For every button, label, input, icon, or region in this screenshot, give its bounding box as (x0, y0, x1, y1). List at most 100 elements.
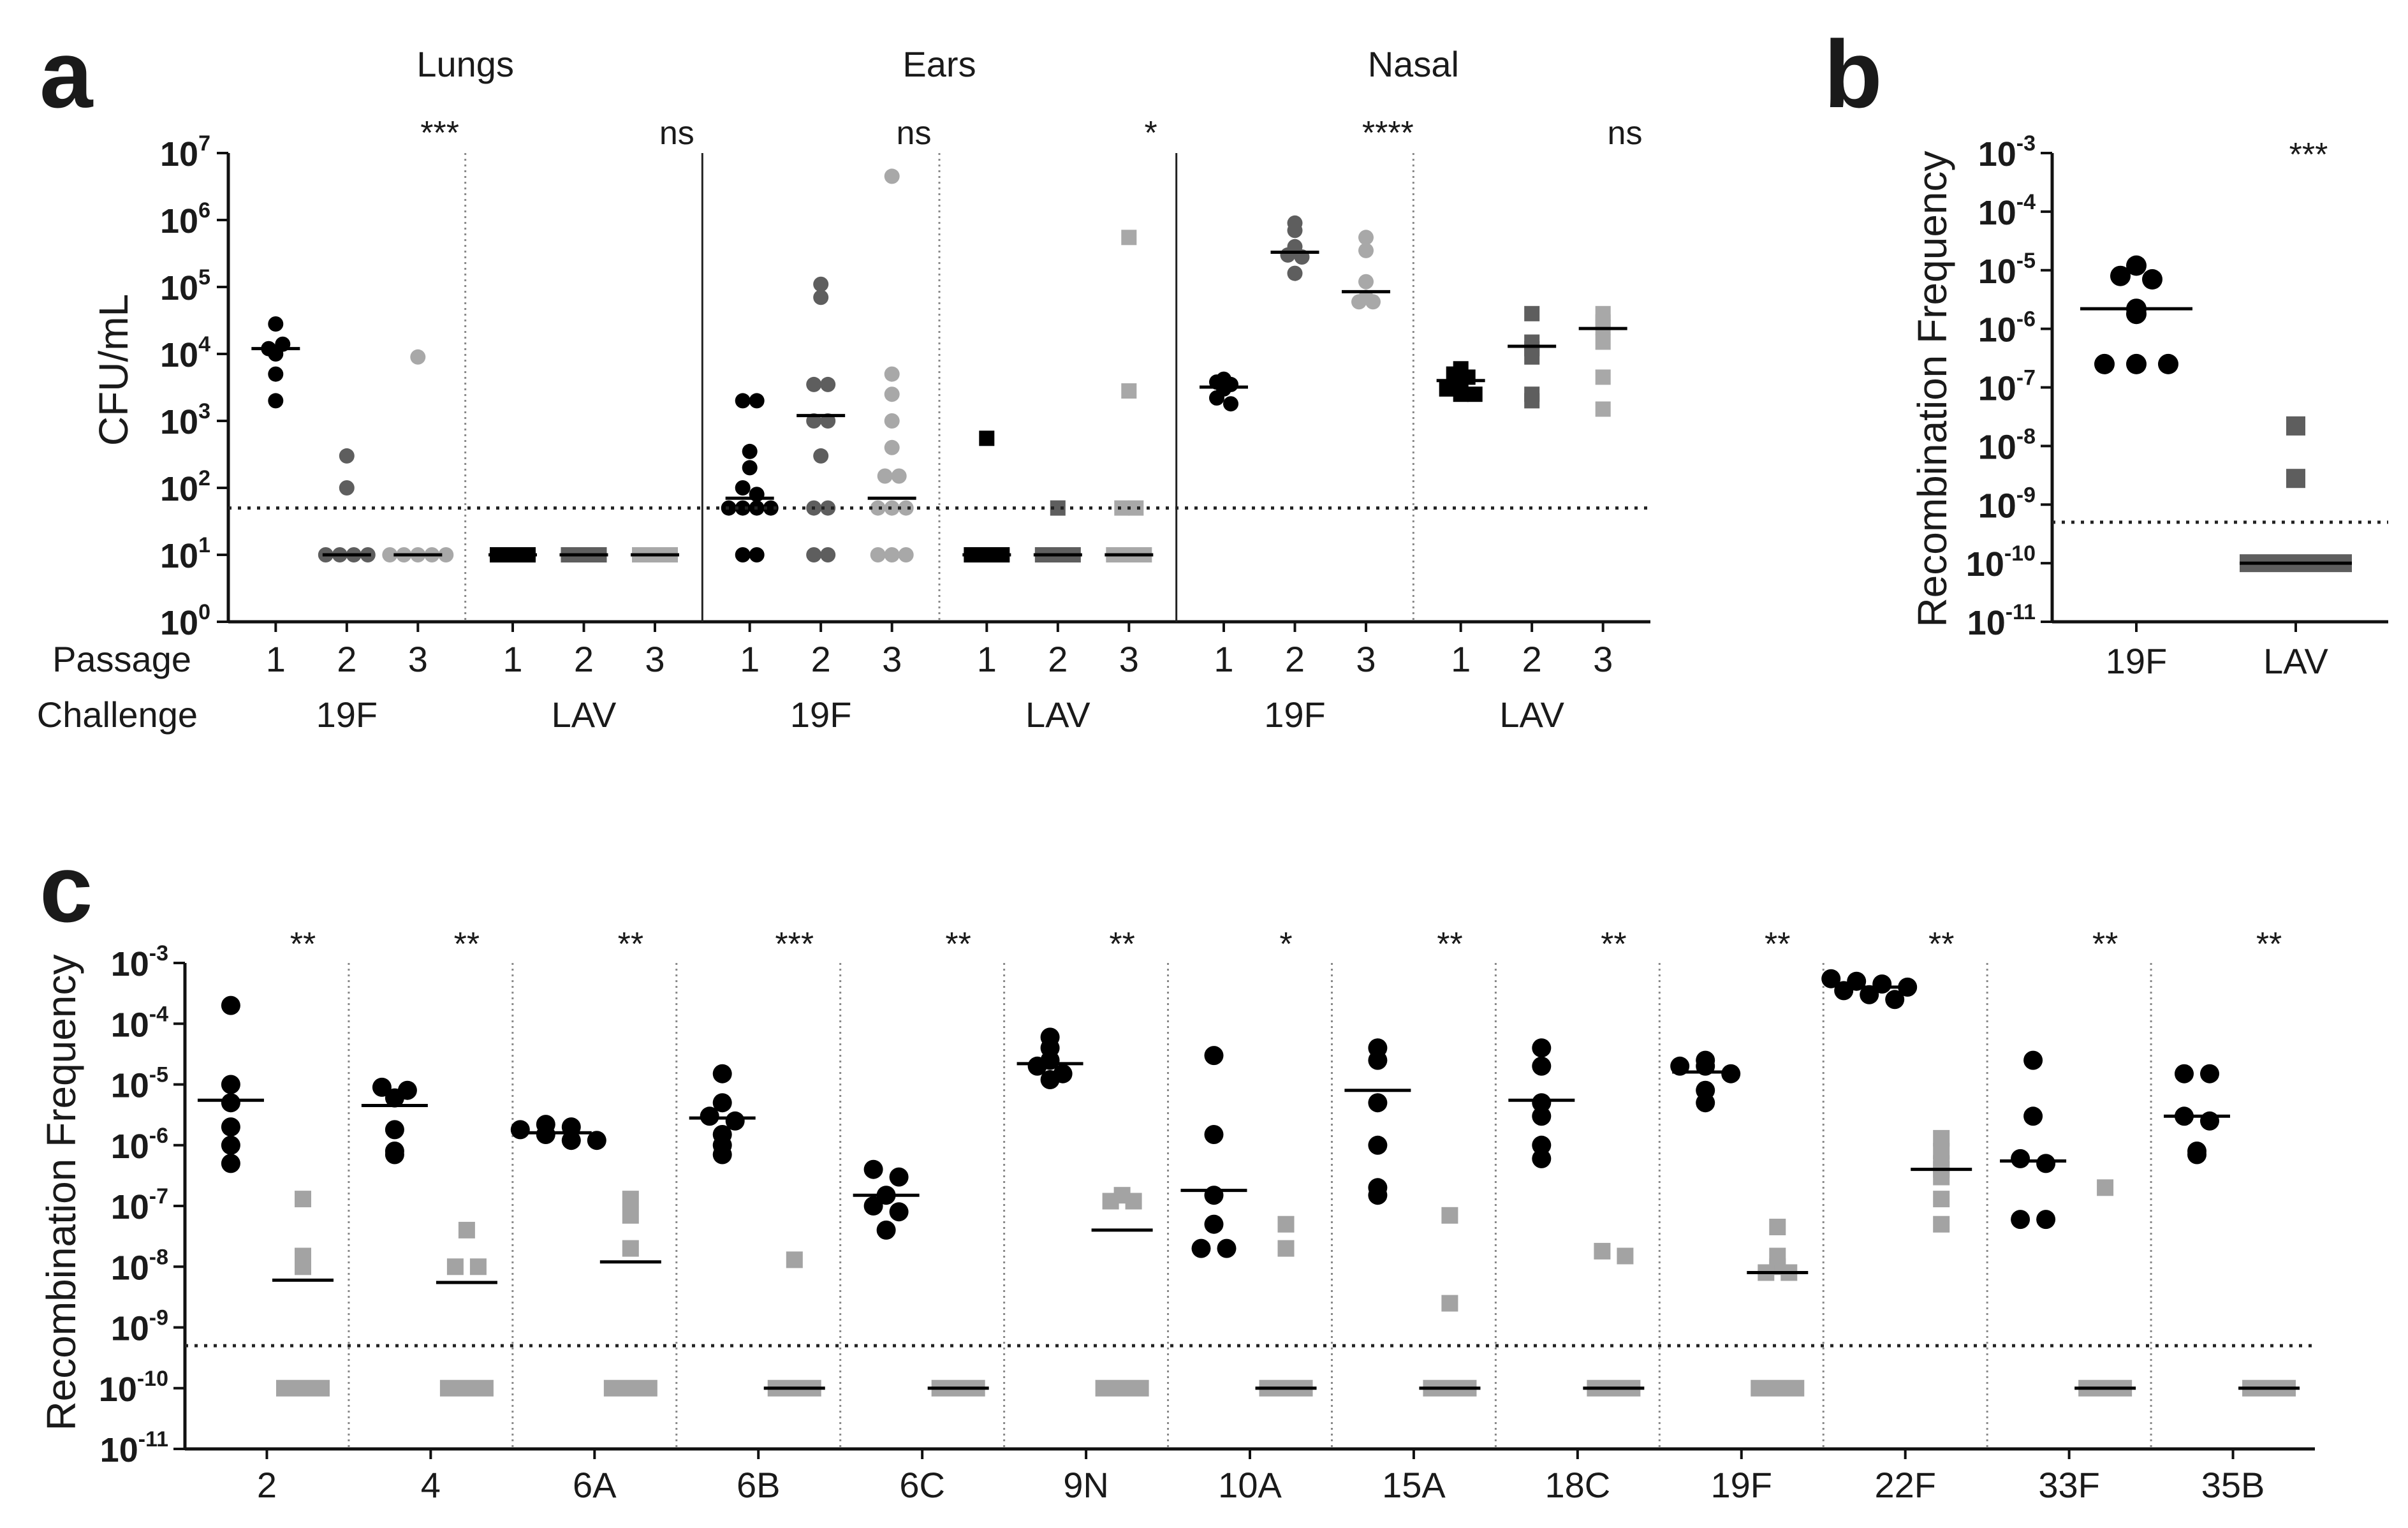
data-point (1532, 1056, 1552, 1076)
data-point (1368, 1135, 1388, 1155)
data-point (1769, 1219, 1786, 1235)
panel-a-letter: a (40, 20, 94, 128)
serotype-label: 19F (1711, 1465, 1773, 1505)
data-point (1441, 1207, 1458, 1224)
panel-a-y-tick-label: 104 (160, 332, 210, 374)
data-point (1365, 294, 1381, 310)
data-point (2011, 1210, 2030, 1230)
data-point (1898, 977, 1918, 997)
data-point (469, 1258, 487, 1275)
panel-a-y-tick-label: 101 (160, 533, 210, 575)
significance-label: ** (290, 926, 316, 963)
panel-c-y-tick-label: 10-9 (111, 1306, 168, 1348)
data-point (870, 500, 886, 516)
data-point (1277, 1216, 1295, 1233)
data-point (1532, 1038, 1552, 1058)
data-point (2097, 1179, 2114, 1196)
data-point (2011, 1149, 2030, 1168)
significance-label: ** (454, 926, 480, 963)
data-point (1532, 1149, 1552, 1168)
passage-tick-label: 2 (337, 639, 356, 679)
passage-tick-label: 3 (1593, 639, 1613, 679)
passage-tick-label: 3 (408, 639, 428, 679)
panel-b-y-tick-label: 10-9 (1978, 483, 2036, 525)
data-point (1223, 396, 1238, 412)
data-point (622, 1191, 639, 1208)
data-point (884, 500, 900, 516)
data-point (1721, 1064, 1741, 1084)
data-point (763, 500, 779, 516)
panel-a-y-tick-label: 102 (160, 466, 210, 508)
passage-tick-label: 3 (645, 639, 664, 679)
panel-c-letter: c (40, 835, 92, 942)
data-point (339, 448, 355, 464)
data-point (884, 366, 900, 382)
data-point (295, 1191, 311, 1208)
data-point (889, 1202, 909, 1222)
significance-label: *** (775, 926, 814, 963)
challenge-label: LAV (1499, 694, 1564, 735)
panel-b-y-tick-label: 10-4 (1978, 190, 2036, 232)
data-point (221, 1154, 240, 1173)
significance-label: ** (2092, 926, 2118, 963)
data-point (820, 547, 836, 562)
data-point (735, 480, 751, 496)
data-point-cluster (603, 1379, 657, 1397)
data-point (863, 1159, 883, 1179)
serotype-label: 15A (1382, 1465, 1446, 1505)
data-point (1358, 274, 1374, 290)
data-point (221, 1135, 240, 1155)
data-point (561, 1131, 581, 1150)
data-point (813, 448, 829, 464)
data-point (2126, 353, 2147, 374)
data-point-cluster (439, 1379, 494, 1397)
data-point-cluster (1751, 1379, 1805, 1397)
data-point (385, 1145, 404, 1164)
data-point (221, 1093, 240, 1113)
data-point (1027, 1056, 1047, 1076)
data-point (1102, 1193, 1119, 1210)
panel-c-y-tick-label: 10-3 (111, 941, 168, 983)
data-point (1532, 1135, 1552, 1155)
passage-tick-label: 1 (266, 639, 286, 679)
serotype-label: 4 (421, 1465, 441, 1505)
data-point (712, 1145, 732, 1164)
panel-a-y-tick-label: 103 (160, 399, 210, 441)
data-point (1114, 500, 1130, 516)
significance-label: ** (1437, 926, 1462, 963)
passage-tick-label: 1 (740, 639, 760, 679)
serotype-label: 18C (1545, 1465, 1610, 1505)
data-point (820, 376, 836, 392)
passage-tick-label: 1 (1214, 639, 1233, 679)
data-point (385, 1120, 404, 1140)
data-point (1121, 230, 1137, 246)
data-point (372, 1077, 392, 1097)
challenge-label: 19F (1264, 694, 1326, 735)
data-point (1594, 1242, 1611, 1260)
data-point (1351, 294, 1367, 310)
data-point (1595, 369, 1611, 385)
passage-tick-label: 2 (811, 639, 831, 679)
data-point (884, 439, 900, 455)
significance-label: ** (2256, 926, 2282, 963)
data-point (1821, 969, 1841, 988)
panel-b: b Recombination Frequency 10-11 10-10 10-9… (1824, 20, 2388, 681)
panel-b-y-tick-label: 10-3 (1978, 131, 2036, 173)
data-point (898, 500, 914, 516)
significance-label: * (1145, 115, 1157, 152)
panel-b-y-tick-label: 10-8 (1978, 424, 2036, 466)
passage-tick-label: 3 (882, 639, 902, 679)
data-point (898, 547, 914, 562)
data-point (1595, 334, 1611, 350)
passage-tick-label: 2 (1522, 639, 1542, 679)
data-point (735, 393, 751, 409)
category-label: 19F (2106, 641, 2168, 681)
data-point (1368, 1050, 1388, 1070)
data-point (1933, 1168, 1950, 1186)
passage-tick-label: 1 (977, 639, 997, 679)
data-point (1287, 223, 1303, 239)
data-point (700, 1106, 719, 1126)
passage-tick-label: 2 (574, 639, 594, 679)
data-point (891, 468, 907, 484)
